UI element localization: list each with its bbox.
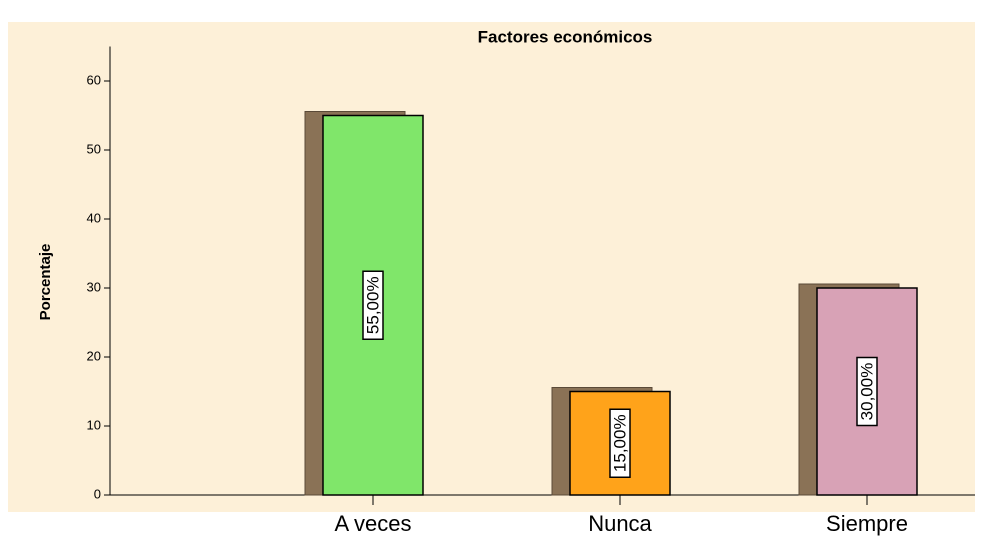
data-label: 15,00%: [610, 414, 629, 472]
data-label-group: 55,00%: [362, 270, 384, 340]
data-label-group: 15,00%: [609, 408, 631, 478]
y-tick-label: 10: [87, 417, 101, 432]
x-tick-label: Siempre: [826, 511, 908, 536]
y-tick-label: 40: [87, 210, 101, 225]
x-tick-label: Nunca: [588, 511, 652, 536]
data-label-box: [362, 270, 384, 340]
y-tick-label: 20: [87, 348, 101, 363]
chart-title: Factores económicos: [478, 27, 653, 46]
y-tick-label: 30: [87, 279, 101, 294]
y-tick-label: 60: [87, 72, 101, 87]
data-label-box: [609, 408, 631, 478]
data-label: 55,00%: [363, 276, 382, 334]
y-tick-label: 0: [94, 486, 101, 501]
data-label-box: [856, 356, 878, 427]
data-label: 30,00%: [857, 363, 876, 421]
y-axis-label: Porcentaje: [37, 244, 54, 321]
data-label-group: 30,00%: [856, 356, 878, 427]
y-tick-label: 50: [87, 141, 101, 156]
x-tick-label: A veces: [334, 511, 411, 536]
